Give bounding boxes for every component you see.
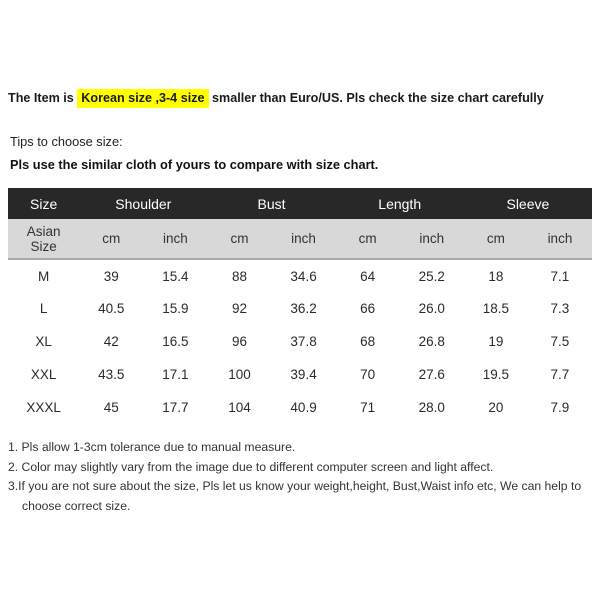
cell-value: 40.5: [98, 301, 125, 316]
unit-sleeve-inch: inch: [547, 231, 573, 246]
cell-value: 15.9: [162, 301, 189, 316]
unit-bust-cm: cm: [230, 231, 249, 246]
tips-heading: Tips to choose size:: [10, 134, 123, 149]
cell-value: 39.4: [290, 367, 317, 382]
cell-value: 26.0: [418, 301, 445, 316]
size-label: M: [37, 268, 50, 284]
table-row-l: L 40.5 15.9 92 36.2 66 26.0 18.5 7.3: [8, 292, 592, 325]
cell-value: 34.6: [290, 268, 317, 284]
col-header-sleeve: Sleeve: [506, 195, 550, 212]
cell-value: 37.8: [290, 334, 317, 349]
cell-value: 18.5: [482, 301, 509, 316]
cell-value: 19: [488, 334, 504, 349]
size-label: L: [39, 301, 48, 316]
cell-value: 26.8: [418, 334, 445, 349]
table-row-xxl: XXL 43.5 17.1 100 39.4 70 27.6 19.5 7.7: [8, 358, 592, 391]
subheader-asian-size-label: Asian Size: [26, 223, 61, 254]
cell-value: 25.2: [418, 268, 445, 284]
cell-value: 100: [228, 367, 251, 382]
cell-value: 64: [360, 268, 376, 284]
cell-value: 7.9: [550, 400, 570, 415]
cell-value: 19.5: [482, 367, 509, 382]
size-label: XXXL: [26, 400, 61, 415]
unit-shoulder-inch: inch: [162, 231, 188, 246]
cell-value: 7.5: [550, 334, 570, 349]
cell-value: 20: [488, 400, 504, 415]
cell-value: 7.1: [550, 268, 570, 284]
cell-value: 42: [103, 334, 119, 349]
cell-value: 68: [360, 334, 376, 349]
intro-line: The Item is Korean size ,3-4 size smalle…: [8, 0, 592, 108]
cell-value: 40.9: [290, 400, 317, 415]
cell-value: 66: [360, 301, 376, 316]
size-chart-table: Size Shoulder Bust Length Sleeve Asian S…: [8, 188, 592, 424]
unit-shoulder-cm: cm: [102, 231, 121, 246]
unit-length-inch: inch: [419, 231, 445, 246]
table-subheader-row: Asian Size cm inch cm inch cm inch cm in…: [8, 219, 592, 259]
cell-value: 28.0: [418, 400, 445, 415]
intro-highlight: Korean size ,3-4 size: [77, 89, 209, 108]
cell-value: 17.7: [162, 400, 189, 415]
cell-value: 92: [231, 301, 247, 316]
cell-value: 7.3: [550, 301, 570, 316]
size-label: XXL: [30, 367, 57, 382]
note-2: 2. Color may slightly vary from the imag…: [8, 459, 494, 474]
table-header-row: Size Shoulder Bust Length Sleeve: [8, 188, 592, 219]
cell-value: 45: [103, 400, 119, 415]
cell-value: 71: [360, 400, 376, 415]
cell-value: 15.4: [162, 268, 189, 284]
intro-prefix: The Item is: [8, 91, 78, 105]
col-header-length: Length: [378, 195, 422, 212]
note-3: 3.If you are not sure about the size, Pl…: [8, 479, 582, 513]
cell-value: 7.7: [550, 367, 570, 382]
tips-instruction: Pls use the similar cloth of yours to co…: [10, 157, 379, 172]
cell-value: 96: [231, 334, 247, 349]
col-header-shoulder: Shoulder: [115, 195, 172, 212]
cell-value: 70: [360, 367, 376, 382]
col-header-bust: Bust: [257, 195, 286, 212]
table-row-m: M 39 15.4 88 34.6 64 25.2 18 7.1: [8, 259, 592, 292]
notes: 1. Pls allow 1-3cm tolerance due to manu…: [8, 438, 592, 516]
cell-value: 39: [103, 268, 119, 284]
table-row-xl: XL 42 16.5 96 37.8 68 26.8 19 7.5: [8, 325, 592, 358]
unit-bust-inch: inch: [291, 231, 316, 246]
cell-value: 88: [231, 268, 247, 284]
intro-suffix: smaller than Euro/US. Pls check the size…: [208, 91, 544, 105]
subheader-asian-size: Asian Size: [8, 219, 79, 259]
note-1: 1. Pls allow 1-3cm tolerance due to manu…: [8, 440, 296, 454]
unit-sleeve-cm: cm: [486, 231, 505, 246]
cell-value: 16.5: [162, 334, 189, 349]
cell-value: 36.2: [290, 301, 317, 316]
cell-value: 17.1: [162, 367, 189, 382]
size-label: XL: [35, 334, 52, 349]
cell-value: 43.5: [98, 367, 125, 382]
cell-value: 27.6: [418, 367, 445, 382]
table-row-xxxl: XXXL 45 17.7 104 40.9 71 28.0 20 7.9: [8, 391, 592, 424]
cell-value: 18: [488, 268, 504, 284]
unit-length-cm: cm: [358, 231, 377, 246]
col-header-size: Size: [30, 195, 58, 212]
cell-value: 104: [228, 400, 251, 415]
